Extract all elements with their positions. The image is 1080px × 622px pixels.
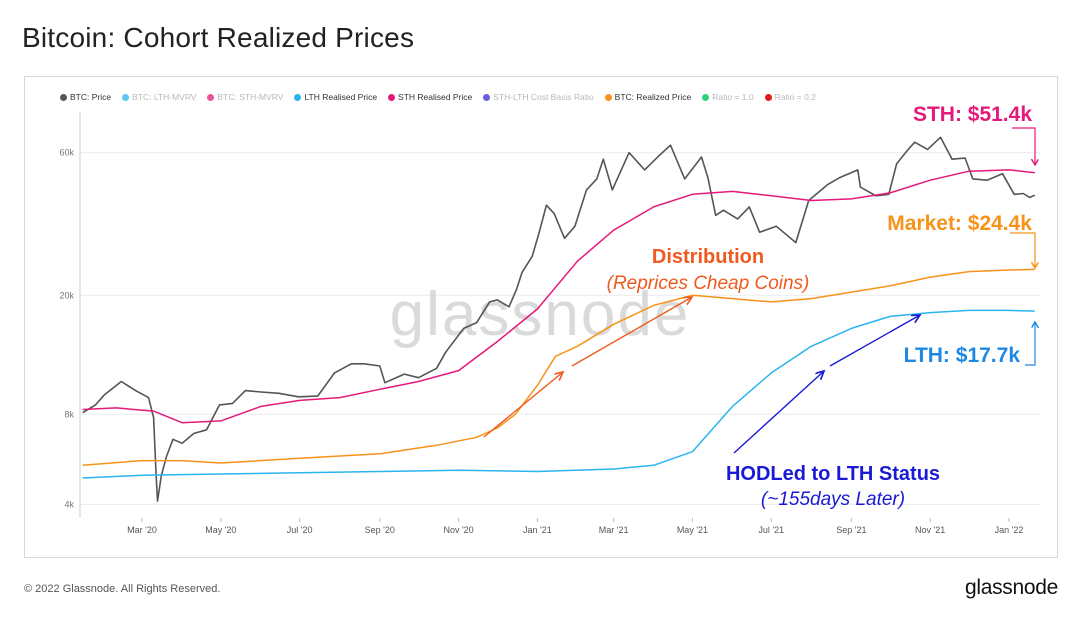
- legend-item-cost-basis-ratio[interactable]: STH-LTH Cost Basis Ratio: [483, 92, 594, 102]
- hodl-arrow-2: [829, 315, 920, 367]
- x-tick-label: May '21: [677, 525, 708, 535]
- legend-item-btc-price[interactable]: BTC: Price: [60, 92, 111, 102]
- legend-item-ratio-1[interactable]: Ratio = 1.0: [702, 92, 754, 102]
- legend-label: BTC: Realized Price: [614, 92, 692, 102]
- legend-label: Ratio = 1.0: [712, 92, 754, 102]
- y-tick-label: 4k: [64, 499, 74, 509]
- chart-legend: BTC: Price BTC: LTH-MVRV BTC: STH-MVRV L…: [60, 90, 816, 104]
- series-line-btc-price: [82, 136, 1036, 502]
- legend-dot: [207, 93, 215, 101]
- distribution-arrow-2: [571, 297, 692, 367]
- x-tick-label: Sep '20: [365, 525, 395, 535]
- legend-label: BTC: Price: [70, 92, 112, 102]
- legend-dot: [702, 93, 710, 101]
- market-annotation: Market: $24.4k: [887, 212, 1032, 235]
- legend-label: STH-LTH Cost Basis Ratio: [493, 92, 594, 102]
- hodl-arrow-1: [733, 371, 824, 454]
- legend-item-lth-mvrv[interactable]: BTC: LTH-MVRV: [122, 92, 196, 102]
- hodl-title: HODLed to LTH Status: [726, 463, 940, 485]
- legend-label: BTC: LTH-MVRV: [132, 92, 197, 102]
- chart-series: [82, 136, 1036, 502]
- legend-dot: [764, 93, 772, 101]
- x-tick-label: Mar '21: [599, 525, 629, 535]
- x-tick-label: Jul '21: [758, 525, 784, 535]
- y-tick-label: 60k: [59, 148, 74, 158]
- legend-item-lth-realised-price[interactable]: LTH Realised Price: [294, 92, 377, 102]
- legend-item-sth-mvrv[interactable]: BTC: STH-MVRV: [207, 92, 283, 102]
- legend-dot: [294, 93, 302, 101]
- x-tick-label: Jan '21: [523, 525, 552, 535]
- x-tick-label: Jul '20: [287, 525, 313, 535]
- legend-label: STH Realised Price: [398, 92, 473, 102]
- x-tick-label: Sep '21: [836, 525, 866, 535]
- series-line-lth-realised-price: [82, 309, 1035, 479]
- x-axis-ticks: Mar '20 May '20 Jul '20 Sep '20 Nov '20 Jan '…: [127, 518, 1023, 535]
- distribution-subtitle: (Reprices Cheap Coins): [607, 273, 810, 294]
- legend-dot: [604, 93, 612, 101]
- legend-item-ratio-02[interactable]: Ratio = 0.2: [764, 92, 816, 102]
- legend-dot: [483, 93, 491, 101]
- legend-label: BTC: STH-MVRV: [217, 92, 284, 102]
- market-bracket-arrow: [1010, 232, 1035, 268]
- lth-annotation: LTH: $17.7k: [904, 344, 1021, 367]
- x-tick-label: May '20: [205, 525, 236, 535]
- copyright-text: © 2022 Glassnode. All Rights Reserved.: [24, 583, 221, 595]
- watermark: glassnode: [390, 280, 691, 349]
- chart-title: Bitcoin: Cohort Realized Prices: [22, 22, 415, 53]
- x-tick-label: Nov '21: [915, 525, 945, 535]
- y-axis-ticks: 4k 8k 20k 60k: [59, 148, 74, 510]
- series-line-sth-realised-price: [82, 169, 1035, 424]
- x-tick-label: Mar '20: [127, 525, 157, 535]
- sth-bracket-arrow: [1012, 127, 1035, 165]
- legend-item-sth-realised-price[interactable]: STH Realised Price: [388, 92, 472, 102]
- legend-item-realized-price[interactable]: BTC: Realized Price: [604, 92, 692, 102]
- distribution-arrow-1: [483, 372, 563, 438]
- brand-logo: glassnode: [964, 576, 1058, 599]
- series-line-btc-realized-price: [82, 268, 1035, 467]
- legend-label: Ratio = 0.2: [774, 92, 816, 102]
- lth-bracket-arrow: [1025, 322, 1035, 366]
- legend-dot: [60, 93, 67, 101]
- sth-annotation: STH: $51.4k: [913, 103, 1032, 126]
- legend-label: LTH Realised Price: [304, 92, 378, 102]
- legend-dot: [388, 93, 396, 101]
- legend-dot: [122, 93, 130, 101]
- x-tick-label: Nov '20: [443, 525, 473, 535]
- y-tick-label: 20k: [59, 290, 74, 300]
- distribution-title: Distribution: [652, 246, 764, 268]
- hodl-subtitle: (~155days Later): [761, 489, 905, 510]
- x-tick-label: Jan '22: [995, 525, 1024, 535]
- y-tick-label: 8k: [64, 409, 74, 419]
